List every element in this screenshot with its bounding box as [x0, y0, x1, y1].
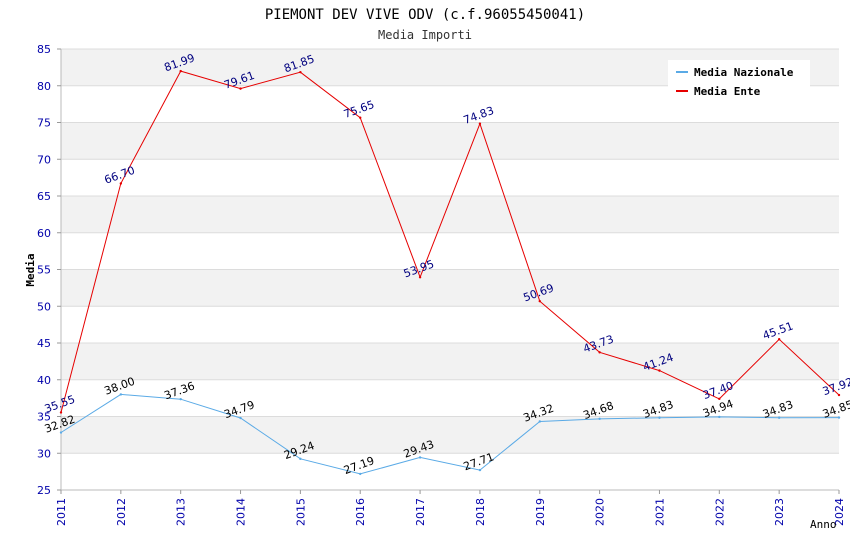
grid-band [61, 159, 839, 196]
data-point [119, 182, 123, 185]
data-point [837, 393, 841, 397]
x-tick-label: 2017 [414, 498, 427, 526]
y-tick-label: 30 [37, 447, 51, 460]
data-point [658, 369, 661, 372]
grid-band [61, 453, 839, 490]
series-line [60, 70, 840, 413]
data-point [59, 411, 63, 414]
data-point [598, 351, 601, 354]
x-tick-label: 2021 [653, 498, 666, 526]
y-axis-ticks: 25 30 35 40 45 50 55 60 65 70 75 80 85 [37, 43, 61, 497]
y-tick-label: 50 [37, 300, 51, 313]
y-tick-label: 80 [37, 80, 51, 93]
y-tick-label: 85 [37, 43, 51, 56]
grid-band [61, 379, 839, 417]
data-point [119, 393, 123, 396]
grid-band [61, 269, 839, 307]
data-point [299, 70, 302, 74]
x-tick-label: 2016 [354, 498, 367, 526]
data-point [179, 69, 182, 73]
chart-subtitle: Media Importi [378, 28, 472, 42]
data-point [299, 457, 302, 461]
x-tick-label: 2023 [773, 498, 786, 526]
grid-band [61, 122, 839, 160]
data-point [658, 416, 661, 419]
y-tick-label: 45 [37, 337, 51, 350]
x-axis-title: Anno [810, 518, 837, 531]
grid-band [61, 232, 839, 270]
data-point [837, 416, 841, 419]
data-point [777, 416, 781, 419]
grid-band [61, 416, 839, 454]
x-axis-ticks: 2011 2012 2013 2014 2015 2016 2017 2018 2019 2020… [55, 490, 846, 526]
series-line [60, 393, 840, 475]
legend-label: Media Ente [694, 85, 761, 98]
data-point [239, 87, 242, 90]
x-tick-label: 2013 [175, 498, 188, 526]
x-tick-label: 2015 [294, 498, 307, 526]
y-tick-label: 75 [37, 117, 51, 130]
x-tick-label: 2019 [534, 498, 547, 526]
data-point [418, 276, 422, 279]
data-point [777, 338, 781, 341]
x-tick-label: 2022 [713, 498, 726, 526]
y-tick-label: 70 [37, 153, 51, 166]
grid-bands [61, 49, 839, 490]
data-point [538, 299, 541, 303]
legend-label: Media Nazionale [694, 66, 794, 79]
data-point [478, 468, 482, 472]
data-point [59, 431, 63, 434]
grid-band [61, 196, 839, 233]
x-tick-label: 2024 [833, 498, 846, 526]
data-point [179, 397, 182, 401]
data-point [239, 416, 242, 420]
data-point [718, 415, 721, 419]
x-tick-label: 2012 [115, 498, 128, 526]
y-axis-title: Media [24, 253, 37, 286]
grid-band [61, 306, 839, 343]
grid-band [61, 343, 839, 380]
y-tick-label: 25 [37, 484, 51, 497]
data-point [538, 420, 541, 423]
y-tick-label: 60 [37, 227, 51, 240]
legend-box [668, 60, 810, 102]
data-point [418, 456, 422, 459]
x-tick-label: 2014 [235, 498, 248, 526]
chart-title: PIEMONT DEV VIVE ODV (c.f.96055450041) [265, 7, 585, 23]
data-point [598, 417, 601, 421]
x-tick-label: 2018 [474, 498, 487, 526]
data-point [478, 122, 482, 125]
x-tick-label: 2020 [594, 498, 607, 526]
data-point [359, 472, 362, 476]
y-tick-label: 55 [37, 264, 51, 277]
y-tick-label: 65 [37, 190, 51, 203]
x-tick-label: 2011 [55, 498, 68, 526]
y-tick-label: 40 [37, 374, 51, 387]
data-point [359, 116, 362, 119]
y-tick-label: 35 [37, 411, 51, 424]
data-point [718, 397, 721, 401]
legend: Media Nazionale Media Ente [668, 60, 810, 102]
